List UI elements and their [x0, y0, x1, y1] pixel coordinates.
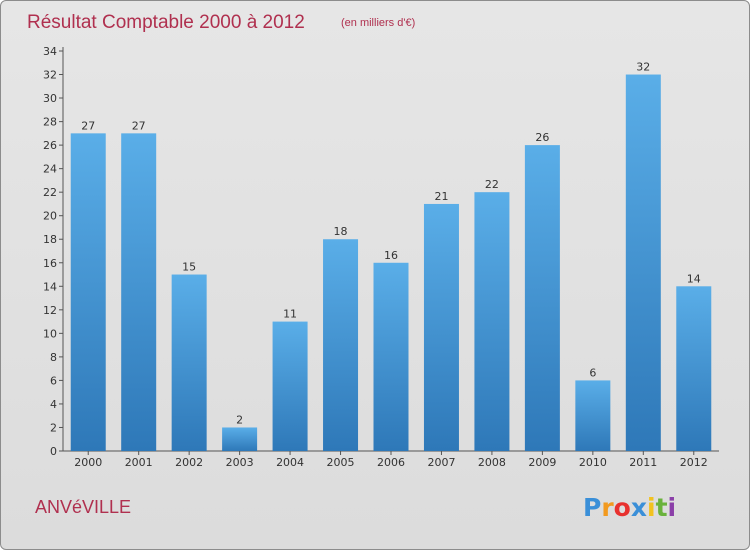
y-tick-label: 28 — [43, 116, 57, 129]
bar-value-label: 21 — [434, 190, 448, 203]
bar-value-label: 2 — [236, 413, 243, 426]
bar — [121, 133, 157, 451]
x-tick-label: 2005 — [327, 456, 355, 469]
x-tick-label: 2008 — [478, 456, 506, 469]
x-tick-label: 2003 — [226, 456, 254, 469]
bar — [625, 74, 661, 451]
bar-value-label: 14 — [687, 272, 701, 285]
y-tick-label: 14 — [43, 280, 57, 293]
y-tick-label: 0 — [50, 445, 57, 458]
chart-subtitle: (en milliers d'€) — [341, 17, 415, 29]
bar-value-label: 26 — [535, 131, 549, 144]
x-tick-label: 2011 — [629, 456, 657, 469]
bar-value-label: 27 — [81, 119, 95, 132]
bar-value-label: 32 — [636, 61, 650, 74]
y-tick-label: 4 — [50, 398, 57, 411]
y-tick-label: 30 — [43, 92, 57, 105]
bar-value-label: 15 — [182, 261, 196, 274]
y-tick-label: 34 — [43, 45, 57, 58]
logo-letter: i — [668, 493, 677, 522]
y-tick-label: 20 — [43, 210, 57, 223]
bar — [373, 262, 409, 451]
bar-value-label: 6 — [589, 366, 596, 379]
y-tick-label: 32 — [43, 69, 57, 82]
proxiti-logo: Proxiti — [583, 493, 676, 522]
x-tick-label: 2007 — [427, 456, 455, 469]
x-tick-label: 2006 — [377, 456, 405, 469]
bar-value-label: 11 — [283, 308, 297, 321]
y-tick-label: 16 — [43, 257, 57, 270]
data-labels: 27 27 15 2 11 18 16 21 22 26 6 32 14 — [81, 61, 701, 427]
bar — [474, 192, 510, 452]
x-tick-label: 2004 — [276, 456, 304, 469]
bars — [70, 74, 712, 452]
logo-letter: t — [656, 493, 668, 522]
chart-title: Résultat Comptable 2000 à 2012 — [27, 12, 305, 33]
y-tick-label: 8 — [50, 351, 57, 364]
x-tick-label: 2002 — [175, 456, 203, 469]
logo-letter: o — [614, 493, 631, 522]
bar-value-label: 27 — [132, 119, 146, 132]
bar — [272, 321, 308, 451]
y-tick-label: 12 — [43, 304, 57, 317]
commune-name: ANVéVILLE — [35, 497, 131, 517]
logo-letter: i — [647, 493, 656, 522]
logo-letter: r — [601, 493, 614, 522]
y-tick-label: 18 — [43, 233, 57, 246]
bar — [524, 145, 560, 451]
bar — [575, 380, 611, 451]
logo-letter: P — [583, 493, 601, 522]
y-tick-label: 2 — [50, 421, 57, 434]
x-tick-label: 2010 — [579, 456, 607, 469]
bar-value-label: 22 — [485, 178, 499, 191]
bar — [222, 427, 258, 451]
x-tick-label: 2012 — [680, 456, 708, 469]
bar — [70, 133, 106, 451]
x-tick-label: 2000 — [74, 456, 102, 469]
y-tick-label: 6 — [50, 374, 57, 387]
y-tick-label: 22 — [43, 186, 57, 199]
x-tick-label: 2009 — [528, 456, 556, 469]
bar — [323, 239, 359, 451]
y-tick-label: 10 — [43, 327, 57, 340]
bar — [423, 203, 459, 451]
bar — [676, 286, 712, 451]
bar-value-label: 16 — [384, 249, 398, 262]
y-tick-label: 24 — [43, 163, 57, 176]
bar-value-label: 18 — [334, 225, 348, 238]
y-tick-label: 26 — [43, 139, 57, 152]
x-tick-label: 2001 — [125, 456, 153, 469]
logo-letter: x — [631, 493, 647, 522]
bar — [171, 274, 207, 451]
